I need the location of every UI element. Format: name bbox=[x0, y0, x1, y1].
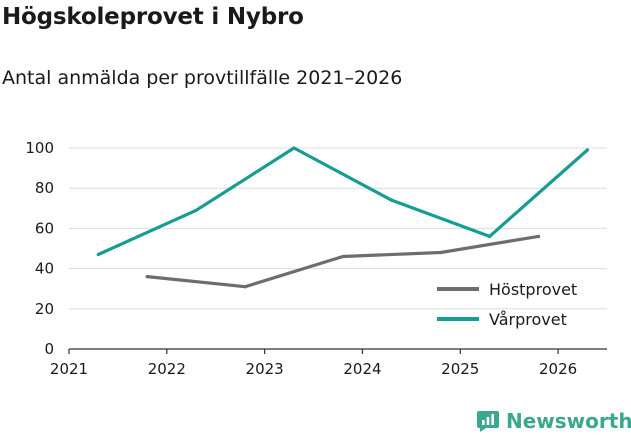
brand-name: Newsworthy bbox=[506, 409, 631, 433]
series-line-hostprovet bbox=[145, 234, 541, 289]
y-tick-label: 40 bbox=[35, 260, 54, 278]
x-axis: 2021 2022 2023 2024 2025 2026 bbox=[50, 348, 607, 378]
y-axis: 0 20 40 60 80 100 bbox=[25, 139, 54, 358]
y-tick-label: 0 bbox=[44, 340, 54, 358]
data-point bbox=[341, 254, 345, 259]
legend-label: Höstprovet bbox=[489, 280, 577, 299]
y-tick-label: 80 bbox=[35, 179, 54, 197]
data-point bbox=[145, 275, 149, 279]
newsworthy-icon bbox=[477, 411, 499, 432]
data-point bbox=[488, 234, 492, 239]
newsworthy-logo: Newsworthy bbox=[476, 409, 631, 433]
series-line-varprovet bbox=[96, 146, 589, 257]
data-point bbox=[439, 250, 443, 255]
data-point bbox=[96, 252, 100, 257]
x-tick-label: 2022 bbox=[148, 360, 186, 378]
x-tick-label: 2021 bbox=[50, 360, 88, 378]
data-point bbox=[292, 146, 296, 150]
legend-label: Vårprovet bbox=[489, 310, 567, 329]
y-tick-label: 20 bbox=[35, 300, 54, 318]
data-point bbox=[243, 285, 247, 289]
data-point bbox=[390, 198, 394, 202]
chart-title: Högskoleprovet i Nybro bbox=[2, 4, 304, 30]
y-tick-label: 100 bbox=[25, 139, 54, 157]
x-tick-label: 2024 bbox=[343, 360, 381, 378]
data-point bbox=[194, 208, 198, 212]
x-tick-label: 2025 bbox=[441, 360, 479, 378]
x-tick-label: 2023 bbox=[246, 360, 284, 378]
chart-subtitle: Antal anmälda per provtillfälle 2021–202… bbox=[2, 67, 403, 89]
gridlines bbox=[69, 147, 607, 310]
data-point bbox=[536, 234, 541, 239]
x-tick-label: 2026 bbox=[539, 360, 577, 378]
y-tick-label: 60 bbox=[35, 219, 54, 237]
legend: Höstprovet Vårprovet bbox=[437, 280, 577, 329]
series-lines bbox=[96, 146, 590, 289]
data-point bbox=[585, 148, 590, 152]
